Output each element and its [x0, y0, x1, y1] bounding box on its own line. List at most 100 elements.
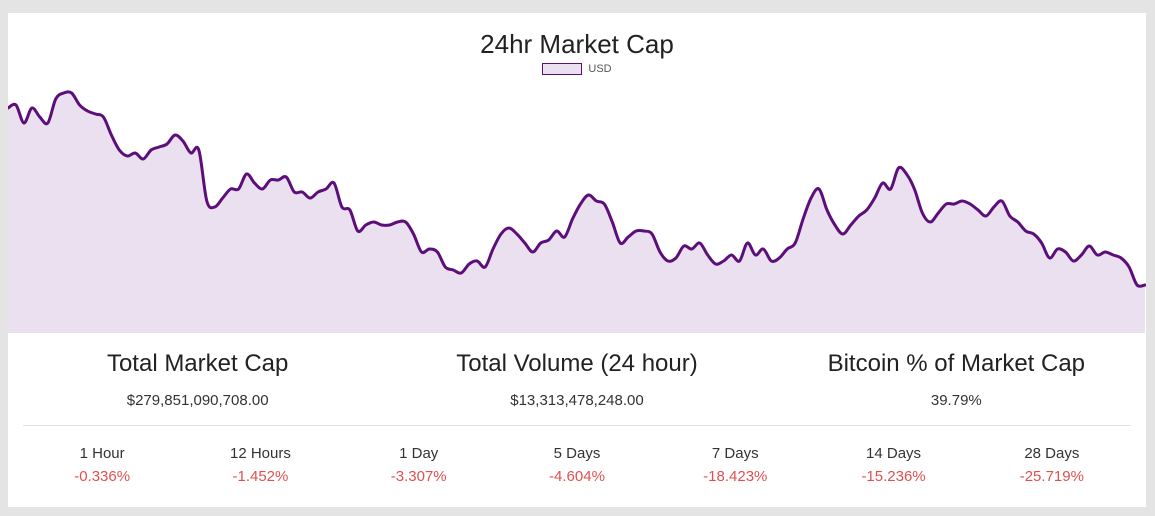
data-point-66[interactable]: [530, 249, 536, 255]
data-point-108[interactable]: [864, 207, 870, 213]
data-point-101[interactable]: [808, 195, 814, 201]
data-point-112[interactable]: [896, 165, 902, 171]
data-point-109[interactable]: [872, 195, 878, 201]
data-point-28[interactable]: [228, 186, 234, 192]
data-point-44[interactable]: [355, 228, 361, 234]
data-point-69[interactable]: [554, 228, 560, 234]
data-point-79[interactable]: [633, 228, 639, 234]
data-point-124[interactable]: [991, 204, 997, 210]
data-point-34[interactable]: [275, 177, 281, 183]
data-point-4[interactable]: [37, 114, 43, 120]
data-point-91[interactable]: [729, 252, 735, 258]
data-point-119[interactable]: [951, 201, 957, 207]
data-point-27[interactable]: [220, 195, 226, 201]
data-point-43[interactable]: [347, 207, 353, 213]
data-point-50[interactable]: [403, 219, 409, 225]
data-point-37[interactable]: [299, 189, 305, 195]
data-point-121[interactable]: [967, 201, 973, 207]
data-point-100[interactable]: [800, 216, 806, 222]
data-point-102[interactable]: [816, 186, 822, 192]
data-point-134[interactable]: [1070, 258, 1076, 264]
data-point-62[interactable]: [498, 231, 504, 237]
data-point-142[interactable]: [1134, 282, 1140, 288]
data-point-107[interactable]: [856, 213, 862, 219]
chart-legend[interactable]: USD: [8, 63, 1146, 75]
data-point-90[interactable]: [721, 258, 727, 264]
data-point-70[interactable]: [562, 234, 568, 240]
data-point-129[interactable]: [1031, 231, 1037, 237]
data-point-48[interactable]: [387, 222, 393, 228]
data-point-74[interactable]: [593, 198, 599, 204]
data-point-111[interactable]: [888, 186, 894, 192]
data-point-18[interactable]: [148, 147, 154, 153]
data-point-125[interactable]: [999, 198, 1005, 204]
data-point-58[interactable]: [466, 261, 472, 267]
data-point-117[interactable]: [935, 210, 941, 216]
data-point-35[interactable]: [283, 174, 289, 180]
data-point-104[interactable]: [832, 222, 838, 228]
data-point-26[interactable]: [212, 204, 218, 210]
data-point-51[interactable]: [411, 231, 417, 237]
data-point-92[interactable]: [737, 258, 743, 264]
data-point-103[interactable]: [824, 207, 830, 213]
data-point-16[interactable]: [132, 150, 138, 156]
data-point-21[interactable]: [172, 132, 178, 138]
data-point-46[interactable]: [371, 219, 377, 225]
data-point-60[interactable]: [482, 264, 488, 270]
data-point-6[interactable]: [53, 96, 59, 102]
data-point-93[interactable]: [744, 240, 750, 246]
data-point-105[interactable]: [840, 231, 846, 237]
data-point-138[interactable]: [1102, 249, 1108, 255]
data-point-131[interactable]: [1047, 255, 1053, 261]
data-point-114[interactable]: [911, 186, 917, 192]
data-point-84[interactable]: [673, 255, 679, 261]
data-point-98[interactable]: [784, 246, 790, 252]
data-point-127[interactable]: [1015, 219, 1021, 225]
data-point-86[interactable]: [689, 246, 695, 252]
data-point-76[interactable]: [609, 219, 615, 225]
data-point-10[interactable]: [85, 108, 91, 114]
data-point-17[interactable]: [140, 156, 146, 162]
data-point-136[interactable]: [1086, 243, 1092, 249]
data-point-54[interactable]: [434, 249, 440, 255]
data-point-115[interactable]: [919, 210, 925, 216]
data-point-140[interactable]: [1118, 255, 1124, 261]
data-point-25[interactable]: [204, 198, 210, 204]
data-point-57[interactable]: [458, 270, 464, 276]
data-point-11[interactable]: [93, 111, 99, 117]
data-point-32[interactable]: [259, 186, 265, 192]
data-point-85[interactable]: [681, 243, 687, 249]
data-point-20[interactable]: [164, 141, 170, 147]
data-point-41[interactable]: [331, 180, 337, 186]
data-point-135[interactable]: [1078, 252, 1084, 258]
data-point-89[interactable]: [713, 261, 719, 267]
data-point-56[interactable]: [450, 267, 456, 273]
data-point-141[interactable]: [1126, 264, 1132, 270]
data-point-67[interactable]: [538, 240, 544, 246]
data-point-29[interactable]: [236, 186, 242, 192]
data-point-113[interactable]: [904, 171, 910, 177]
data-point-123[interactable]: [983, 213, 989, 219]
data-point-22[interactable]: [180, 138, 186, 144]
data-point-1[interactable]: [13, 102, 19, 108]
data-point-128[interactable]: [1023, 228, 1029, 234]
data-point-132[interactable]: [1055, 246, 1061, 252]
data-point-2[interactable]: [21, 120, 27, 126]
data-point-24[interactable]: [196, 147, 202, 153]
data-point-120[interactable]: [959, 198, 965, 204]
data-point-7[interactable]: [61, 90, 67, 96]
data-point-78[interactable]: [625, 234, 631, 240]
data-point-13[interactable]: [108, 132, 114, 138]
data-point-61[interactable]: [490, 246, 496, 252]
data-point-23[interactable]: [188, 150, 194, 156]
data-point-82[interactable]: [657, 249, 663, 255]
data-point-64[interactable]: [514, 231, 520, 237]
data-point-53[interactable]: [426, 246, 432, 252]
data-point-14[interactable]: [116, 147, 122, 153]
data-point-126[interactable]: [1007, 213, 1013, 219]
data-point-30[interactable]: [244, 171, 250, 177]
data-point-139[interactable]: [1110, 252, 1116, 258]
data-point-19[interactable]: [156, 144, 162, 150]
legend-swatch[interactable]: [542, 63, 583, 75]
data-point-65[interactable]: [522, 240, 528, 246]
